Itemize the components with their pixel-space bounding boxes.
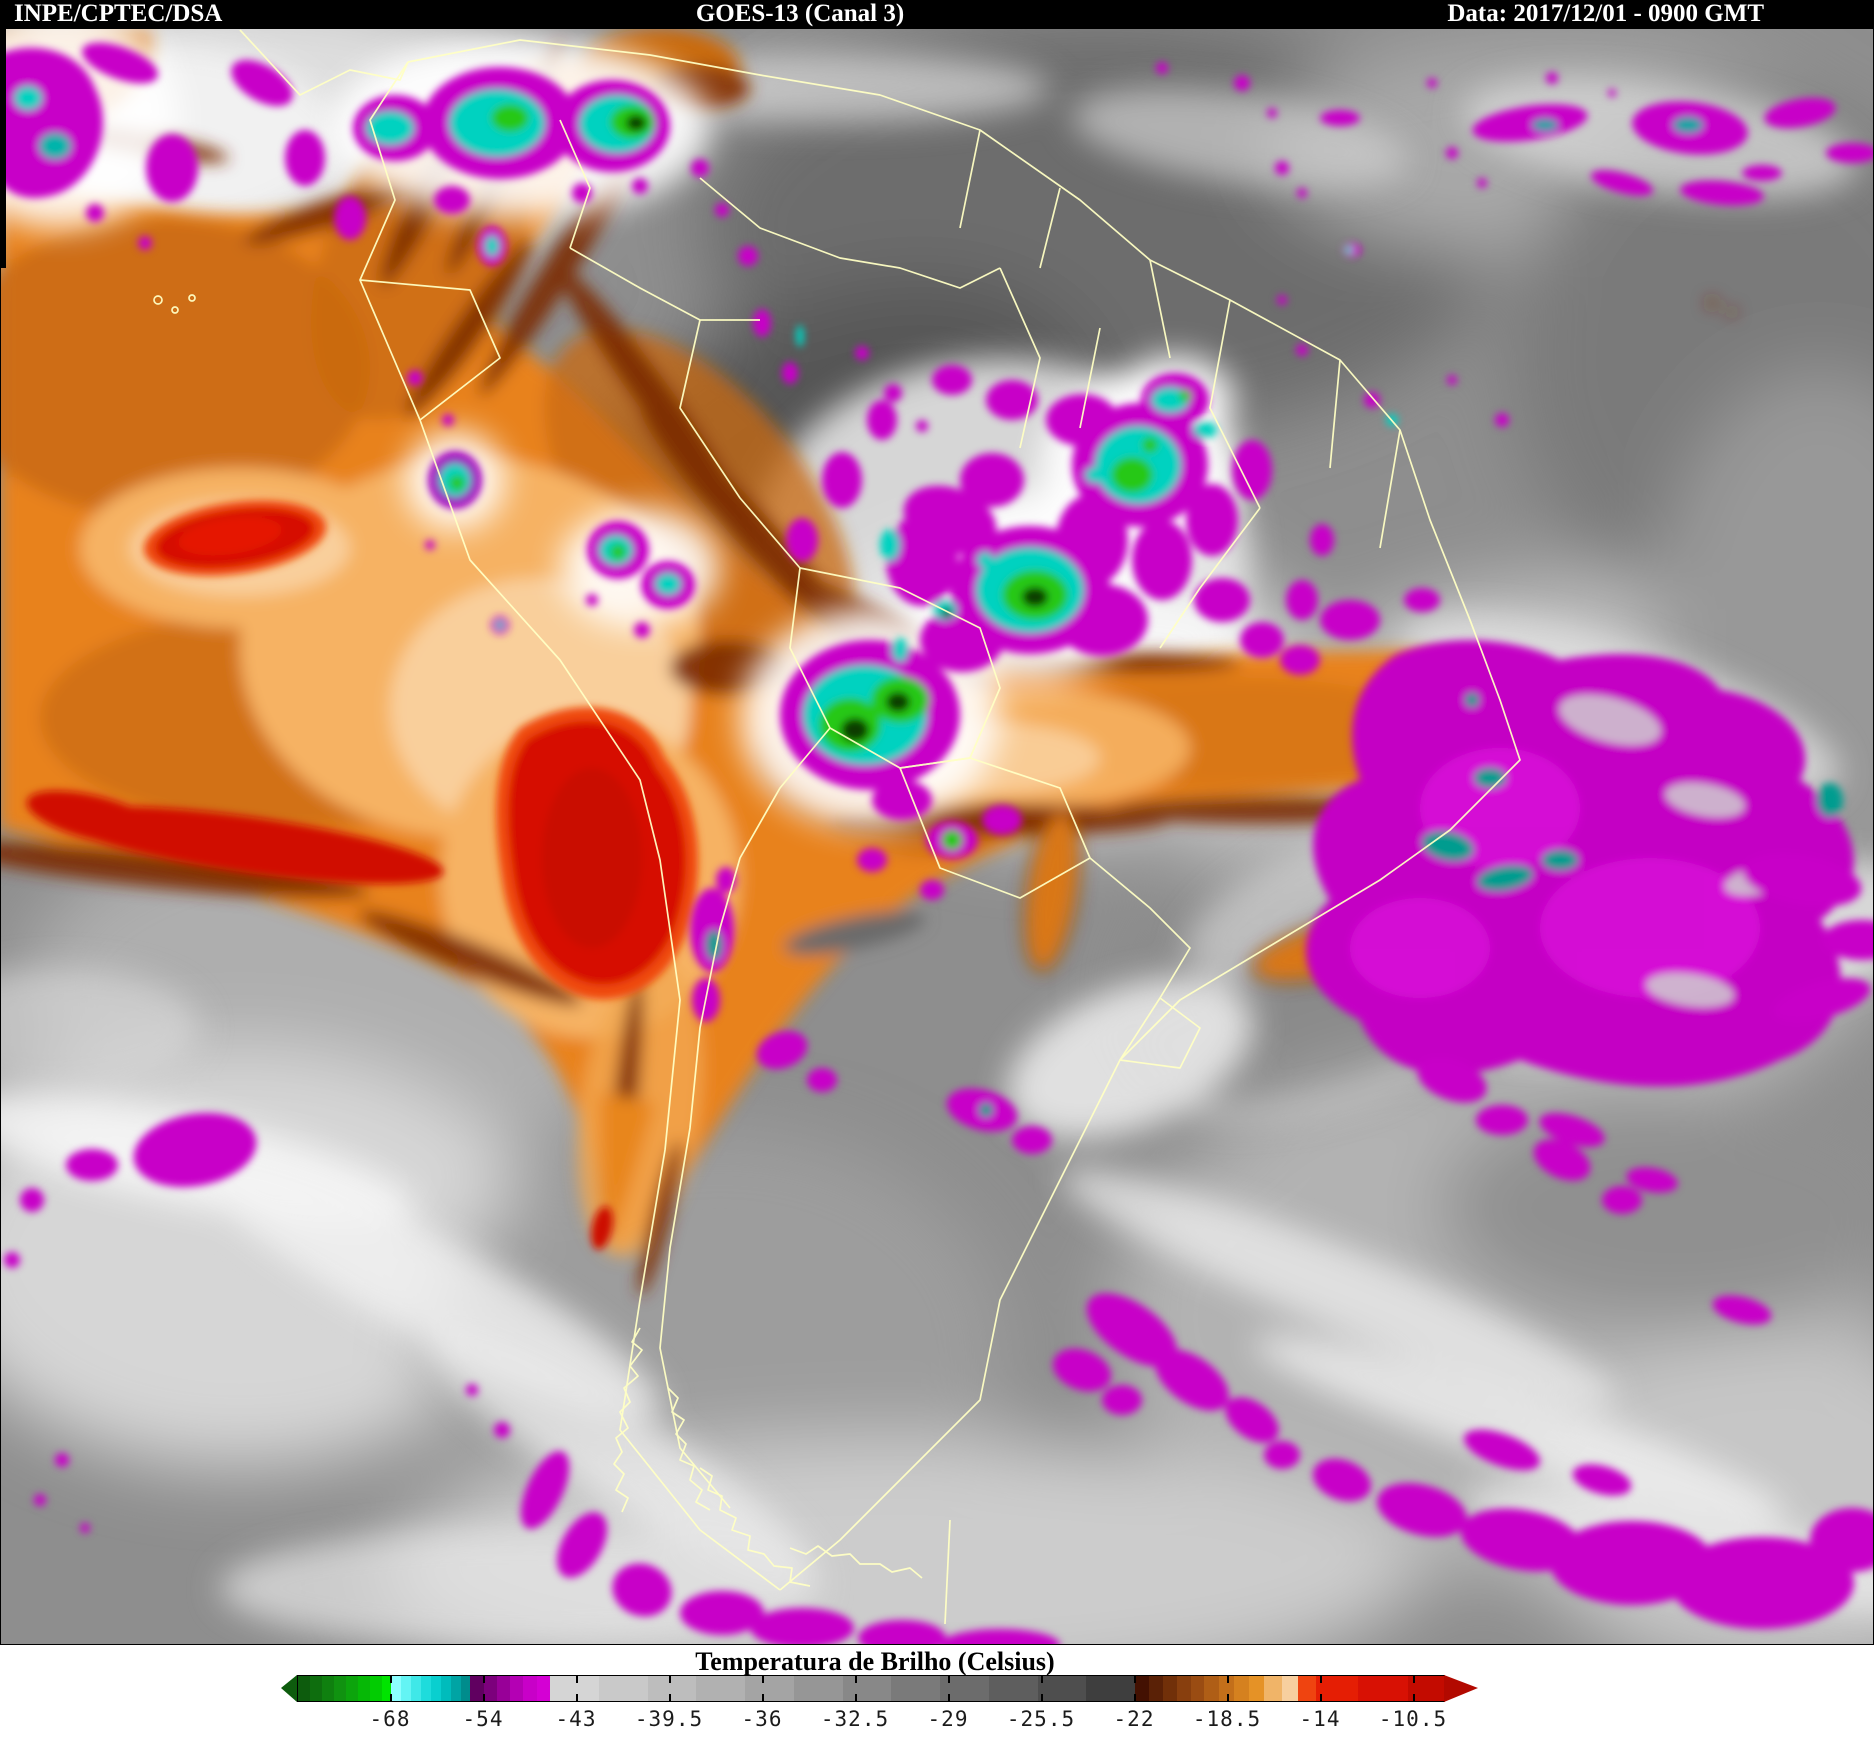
colorbar-tick-mark <box>1134 1694 1136 1701</box>
border-peru-brazil <box>679 319 801 569</box>
coast-central-america <box>239 29 409 96</box>
satellite-map <box>0 28 1874 1645</box>
colorbar-tick-label: -10.5 <box>1378 1707 1448 1731</box>
satellite-image <box>0 28 1874 1645</box>
border-brazil-argentina <box>1089 857 1191 1061</box>
country-borders <box>153 29 1521 1625</box>
colorbar-tick-mark <box>1227 1694 1229 1701</box>
colorbar-tick-label: -54 <box>462 1707 504 1731</box>
border-chile-bolivia <box>719 727 831 929</box>
colorbar-tick-mark <box>576 1694 578 1701</box>
coastline-atlantic <box>407 39 1521 1591</box>
colorbar-tick-mark <box>855 1694 857 1701</box>
colorbar-left-arrow <box>281 1675 297 1702</box>
colorbar-tick-mark <box>1134 1676 1136 1683</box>
line-tierra-del-fuego <box>944 1519 951 1625</box>
storm-band-patagonia <box>466 1384 1060 1645</box>
colorbar-tick-mark <box>762 1676 764 1683</box>
state-lines-brazil <box>1209 299 1261 509</box>
colorbar-tick-label: -32.5 <box>820 1707 890 1731</box>
colorbar-tick-mark <box>1320 1676 1322 1683</box>
colorbar-tick-mark <box>762 1694 764 1701</box>
colorbar-tick-mark <box>483 1676 485 1683</box>
colorbar-legend: Temperatura de Brilho (Celsius) -68 -54 -4… <box>0 1645 1874 1753</box>
colorbar-tick-mark <box>1413 1694 1415 1701</box>
colorbar-tick-mark <box>1320 1694 1322 1701</box>
colorbar-tick-label: -22 <box>1113 1707 1155 1731</box>
border-ecuador <box>359 279 501 421</box>
colorbar-tick-label: -68 <box>369 1707 411 1731</box>
cold-cloud-cells <box>0 28 1874 1645</box>
colorbar-tick-mark <box>669 1694 671 1701</box>
colorbar-tick-label: -39.5 <box>634 1707 704 1731</box>
header-agency: INPE/CPTEC/DSA <box>14 0 223 27</box>
colorbar-tick-mark <box>483 1694 485 1701</box>
colorbar-tick-mark <box>1041 1676 1043 1683</box>
colorbar-tick-mark <box>1041 1694 1043 1701</box>
border-colombia-venezuela <box>559 119 591 249</box>
storm-cells-southwest <box>4 1112 257 1533</box>
colorbar-tick-label: -36 <box>741 1707 783 1731</box>
header-date: Data: 2017/12/01 - 0900 GMT <box>1447 0 1764 27</box>
storm-streaks-itcz <box>1156 62 1874 206</box>
fjords-chile <box>613 1327 643 1513</box>
colorbar-tick-mark <box>669 1676 671 1683</box>
colorbar-tick-label: -18.5 <box>1192 1707 1262 1731</box>
colorbar-tick-mark <box>1413 1676 1415 1683</box>
storm-cells-peru <box>407 370 695 638</box>
border-uruguay <box>1119 997 1201 1069</box>
colorbar-tick-mark <box>390 1694 392 1701</box>
border-guyanas <box>959 129 981 229</box>
header-bar: INPE/CPTEC/DSA GOES-13 (Canal 3) Data: 2… <box>0 0 1874 28</box>
colorbar-tick-label: -29 <box>927 1707 969 1731</box>
border-paraguay <box>899 757 1091 899</box>
storm-cluster-north-central <box>353 67 928 432</box>
storm-band-southeast <box>1086 1113 1874 1629</box>
storm-cell-northeast-brazil <box>1141 373 1209 427</box>
colorbar-tick-label: -43 <box>555 1707 597 1731</box>
header-product: GOES-13 (Canal 3) <box>695 0 905 27</box>
storm-mass-southeast-brazil <box>1277 243 1874 1214</box>
storm-cluster-central-brazil <box>780 365 1334 900</box>
colorbar-tick-mark <box>948 1676 950 1683</box>
border-chile-argentina <box>659 927 731 1509</box>
galapagos-islands <box>153 295 163 305</box>
colorbar-gradient <box>297 1675 1445 1702</box>
colorbar-tick-mark <box>576 1676 578 1683</box>
colorbar-tick-mark <box>1227 1676 1229 1683</box>
colorbar-tick-mark <box>855 1676 857 1683</box>
colorbar-tick-label: -25.5 <box>1006 1707 1076 1731</box>
colorbar-title: Temperatura de Brilho (Celsius) <box>695 1647 1055 1676</box>
colorbar-tick-mark <box>948 1694 950 1701</box>
storm-cluster-northwest <box>0 42 366 250</box>
colorbar-tick-label: -14 <box>1299 1707 1341 1731</box>
border-colombia-brazil <box>569 247 760 321</box>
border-venezuela-brazil <box>699 177 1001 289</box>
colorbar-right-arrow <box>1444 1675 1478 1702</box>
colorbar-tick-mark <box>390 1676 392 1683</box>
